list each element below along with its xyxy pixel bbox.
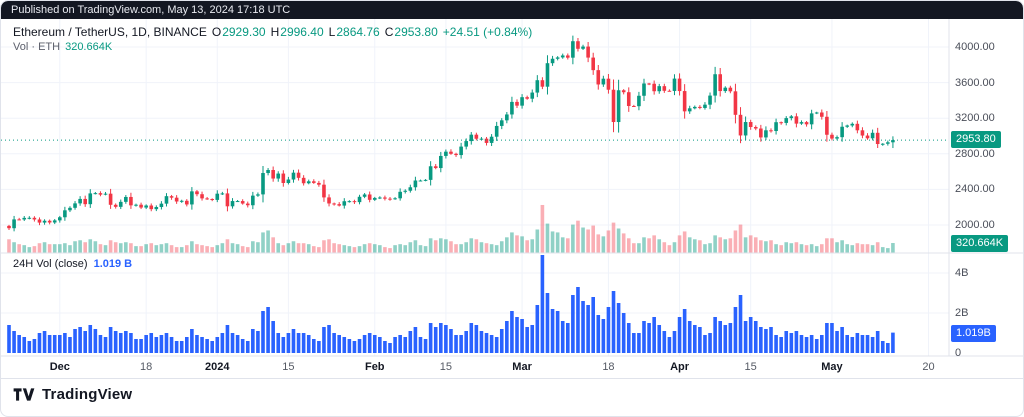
- brand-text: TradingView: [42, 386, 133, 403]
- time-axis-label: May: [821, 361, 843, 373]
- close-label: C: [384, 25, 394, 39]
- price-axis-label: 3600.00: [955, 77, 995, 89]
- high-label: H: [270, 25, 280, 39]
- vol24h-indicator-legend[interactable]: 24H Vol (close) 1.019 B: [13, 258, 132, 270]
- published-text: Published on TradingView.com, May 13, 20…: [11, 4, 291, 16]
- published-bar: Published on TradingView.com, May 13, 20…: [1, 1, 1023, 19]
- ohlc-open: O 2929.30: [212, 25, 266, 39]
- chart-area[interactable]: [1, 19, 1024, 357]
- price-axis-label: 2000.00: [955, 219, 995, 231]
- symbol-title: Ethereum / TetherUS, 1D, BINANCE: [13, 25, 207, 39]
- footer-brand[interactable]: TradingView: [13, 386, 132, 403]
- last-price-badge: 2953.80: [951, 131, 1001, 148]
- time-axis-label: 20: [922, 361, 935, 373]
- volume-axis-label: 0: [955, 347, 962, 359]
- tradingview-logo-icon: [13, 388, 35, 401]
- high-value: 2996.40: [280, 25, 324, 39]
- ohlc-low: L 2864.76: [329, 25, 380, 39]
- open-value: 2929.30: [222, 25, 266, 39]
- time-axis-label: 15: [744, 361, 757, 373]
- ohlc-high: H 2996.40: [271, 25, 324, 39]
- ohlc-close: C 2953.80: [385, 25, 438, 39]
- eth-volume-badge: 320.664K: [951, 235, 1009, 252]
- vol24h-badge: 1.019B: [951, 325, 996, 342]
- grid: [1, 19, 949, 356]
- volume-legend-label: Vol · ETH: [13, 41, 61, 53]
- change-value: +24.51 (+0.84%): [442, 25, 533, 39]
- low-label: L: [328, 25, 336, 39]
- time-scale[interactable]: Dec 18 2024 15 Feb 15 Mar 18 Apr 15 May 20: [1, 357, 1023, 379]
- candlestick-series: [7, 35, 895, 232]
- volume-legend-value: 320.664K: [65, 41, 113, 53]
- time-axis-label: 18: [140, 361, 153, 373]
- time-axis-label: 18: [602, 361, 615, 373]
- volume-axis-label: 2B: [955, 307, 969, 319]
- price-axis-label: 2800.00: [955, 148, 995, 160]
- symbol-legend[interactable]: Ethereum / TetherUS, 1D, BINANCE O 2929.3…: [13, 25, 532, 39]
- vol24h-value: 1.019 B: [93, 258, 133, 270]
- price-axis-label: 4000.00: [955, 41, 995, 53]
- open-label: O: [211, 25, 222, 39]
- price-axis-label: 2400.00: [955, 183, 995, 195]
- vol24h-bars: [7, 255, 895, 353]
- time-axis-label: Mar: [512, 361, 532, 373]
- close-value: 2953.80: [394, 25, 438, 39]
- time-axis-label: 15: [282, 361, 295, 373]
- time-axis-label: Apr: [670, 361, 690, 373]
- volume-legend[interactable]: Vol · ETH 320.664K: [13, 41, 112, 53]
- time-axis-label: 15: [439, 361, 452, 373]
- low-value: 2864.76: [336, 25, 380, 39]
- time-axis-label: Feb: [364, 361, 385, 373]
- vol24h-title: 24H Vol (close): [13, 258, 88, 270]
- volume-axis-label: 4B: [955, 267, 969, 279]
- time-axis-label: Dec: [49, 361, 70, 373]
- time-axis-label: 2024: [205, 361, 230, 373]
- price-axis-label: 3200.00: [955, 112, 995, 124]
- eth-volume-overlay: [7, 204, 895, 253]
